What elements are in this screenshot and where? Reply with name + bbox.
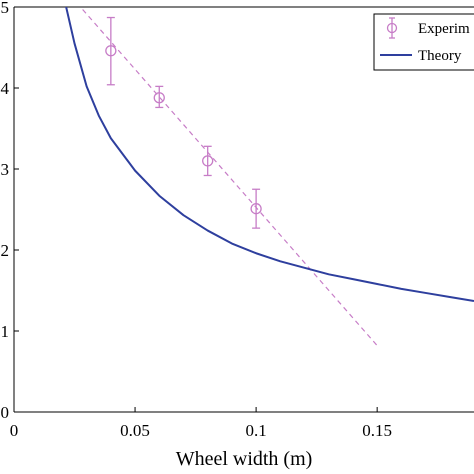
- x-axis-title: Wheel width (m): [176, 448, 313, 470]
- legend: Experim Theory: [373, 13, 474, 71]
- legend-experiment-marker: [386, 22, 398, 34]
- y-tick-label: 3: [1, 160, 10, 179]
- x-ticks: 0 0.05 0.1 0.15: [10, 407, 392, 440]
- y-ticks: 0 1 2 3 4 5: [1, 0, 19, 422]
- experiment-fit-line: [79, 7, 378, 346]
- theory-line: [65, 7, 474, 303]
- series-layer: [65, 7, 474, 346]
- experiment-point: [105, 45, 117, 57]
- y-tick-label: 2: [1, 241, 10, 260]
- x-tick-label: 0: [10, 421, 19, 440]
- y-tick-label: 0: [1, 403, 10, 422]
- legend-theory-label: Theory: [418, 48, 462, 64]
- plot-area: 0 0.05 0.1 0.15 0 1 2 3 4 5: [1, 0, 474, 440]
- x-tick-label: 0.1: [245, 421, 266, 440]
- x-tick-label: 0.05: [120, 421, 150, 440]
- y-tick-label: 5: [1, 0, 10, 17]
- experiment-point: [202, 155, 214, 167]
- experiment-point: [250, 203, 262, 215]
- y-tick-label: 1: [1, 322, 10, 341]
- legend-experiment-label: Experim: [418, 21, 470, 37]
- y-tick-label: 4: [1, 79, 10, 98]
- x-tick-label: 0.15: [362, 421, 392, 440]
- experiment-point: [153, 92, 165, 104]
